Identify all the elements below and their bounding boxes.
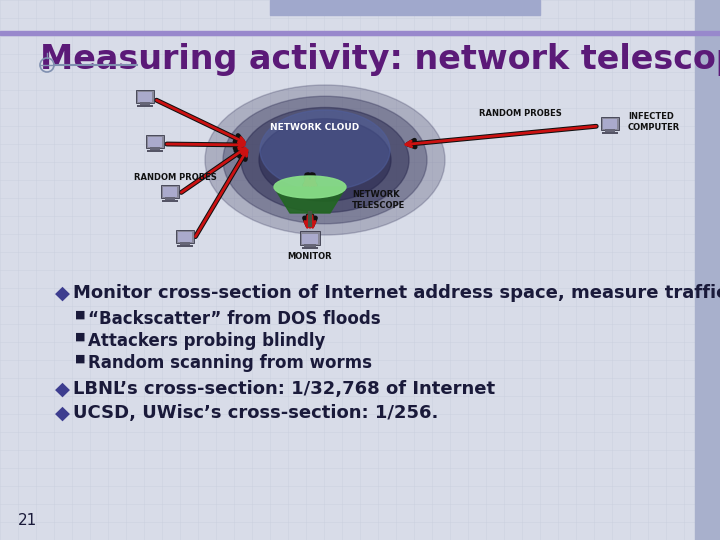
Ellipse shape [259,119,391,201]
Bar [138,105,153,107]
Ellipse shape [274,176,346,198]
Bar [146,135,164,148]
Text: NETWORK
TELESCOPE: NETWORK TELESCOPE [352,190,405,210]
Bar [177,245,193,247]
Bar [602,132,618,134]
Text: ◆: ◆ [55,404,70,423]
Text: ■: ■ [75,310,86,320]
Text: ◆: ◆ [55,380,70,399]
Text: Random scanning from worms: Random scanning from worms [88,354,372,372]
Text: ◆: ◆ [55,284,70,303]
Text: “Backscatter” from DOS floods: “Backscatter” from DOS floods [88,310,381,328]
Text: RANDOM PROBES: RANDOM PROBES [479,110,562,118]
Text: MONITOR: MONITOR [288,252,333,261]
Bar [140,102,150,105]
Text: ■: ■ [75,354,86,364]
Text: Monitor cross-section of Internet address space, measure traffic: Monitor cross-section of Internet addres… [73,284,720,302]
Bar [695,0,720,540]
Bar [302,234,318,244]
Text: 21: 21 [18,513,37,528]
Bar [138,92,152,102]
Bar [147,150,163,152]
Bar [601,117,619,130]
Bar [150,147,161,150]
Text: RANDOM PROBES: RANDOM PROBES [134,173,217,183]
Text: Measuring activity: network telescope: Measuring activity: network telescope [40,43,720,76]
Bar [136,90,154,103]
Bar [300,231,320,245]
Bar [0,31,720,35]
Bar [180,242,190,245]
Bar [176,230,194,243]
Text: Attackers probing blindly: Attackers probing blindly [88,332,325,350]
Bar [161,185,179,198]
Text: LBNL’s cross-section: 1/32,768 of Internet: LBNL’s cross-section: 1/32,768 of Intern… [73,380,495,398]
Ellipse shape [223,96,427,224]
Ellipse shape [260,110,390,190]
Bar [178,232,192,241]
Polygon shape [274,187,346,213]
Bar [165,197,175,200]
Ellipse shape [205,85,445,235]
Bar [163,187,177,197]
Text: INFECTED
COMPUTER: INFECTED COMPUTER [628,112,680,132]
Text: NETWORK CLOUD: NETWORK CLOUD [271,124,359,132]
Ellipse shape [241,107,409,213]
Bar [162,200,178,202]
Text: ■: ■ [75,332,86,342]
Bar [270,0,540,15]
Bar [605,129,615,132]
Text: UCSD, UWisc’s cross-section: 1/256.: UCSD, UWisc’s cross-section: 1/256. [73,404,438,422]
Bar [302,247,318,249]
Bar [603,119,617,129]
Bar [305,244,315,247]
Bar [148,137,162,146]
